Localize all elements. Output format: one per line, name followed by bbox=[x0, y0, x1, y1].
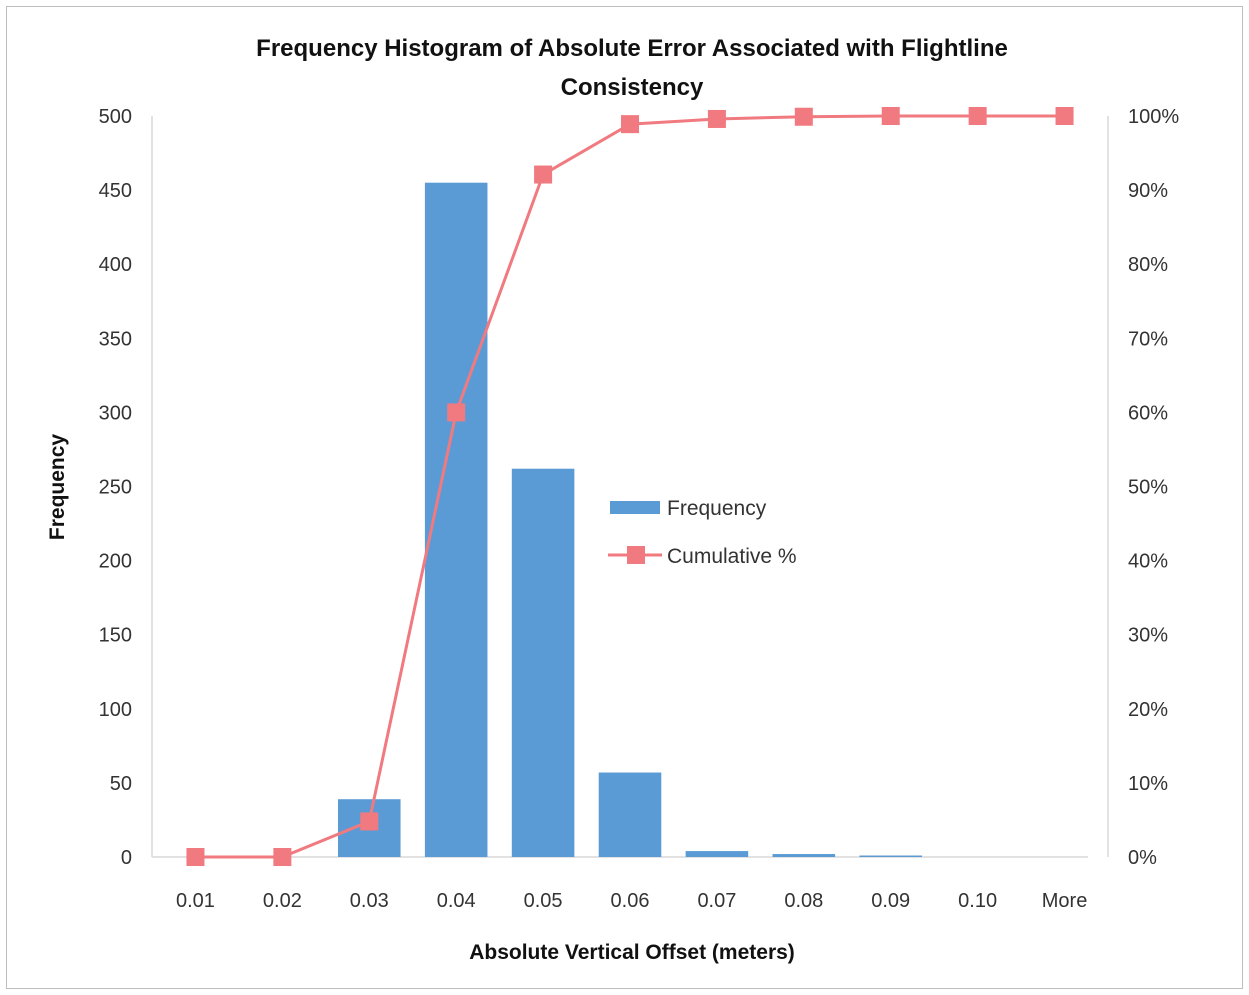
y-axis-title: Frequency bbox=[46, 434, 69, 541]
y2-tick-label: 0% bbox=[1128, 847, 1157, 869]
frequency-bar bbox=[859, 855, 923, 857]
y-tick-label: 200 bbox=[99, 551, 132, 573]
y2-tick-label: 90% bbox=[1128, 180, 1168, 202]
x-tick-label: 0.07 bbox=[697, 890, 736, 912]
y2-tick-label: 10% bbox=[1128, 773, 1168, 795]
x-tick-label: 0.09 bbox=[871, 890, 910, 912]
x-tick-label: 0.03 bbox=[350, 890, 389, 912]
x-tick-label: 0.02 bbox=[263, 890, 302, 912]
cumulative-point bbox=[881, 107, 900, 125]
x-tick-label: More bbox=[1042, 890, 1088, 912]
frequency-bar bbox=[511, 468, 575, 857]
x-tick-label: 0.05 bbox=[524, 890, 563, 912]
cumulative-line bbox=[186, 107, 1074, 866]
y2-tick-label: 60% bbox=[1128, 402, 1168, 424]
cumulative-point bbox=[968, 107, 987, 125]
y2-tick-label: 20% bbox=[1128, 699, 1168, 721]
y2-tick-label: 50% bbox=[1128, 477, 1168, 499]
cumulative-point bbox=[360, 812, 379, 831]
y2-tick-label: 100% bbox=[1128, 106, 1179, 128]
y-tick-label: 400 bbox=[99, 254, 132, 276]
y2-tick-label: 30% bbox=[1128, 625, 1168, 647]
cumulative-point bbox=[621, 115, 639, 134]
x-axis-title: Absolute Vertical Offset (meters) bbox=[469, 941, 795, 964]
y-tick-label: 300 bbox=[99, 402, 132, 424]
y-tick-label: 250 bbox=[99, 477, 132, 499]
y-tick-label: 350 bbox=[99, 328, 132, 350]
frequency-bar bbox=[772, 854, 836, 857]
x-tick-label: 0.10 bbox=[958, 890, 997, 912]
legend: Frequency Cumulative % bbox=[608, 497, 797, 568]
cumulative-point bbox=[273, 848, 292, 866]
y2-tick-label: 40% bbox=[1128, 551, 1168, 573]
y-tick-label: 0 bbox=[121, 847, 132, 869]
cumulative-point bbox=[447, 403, 466, 422]
x-axis-ticks: 0.01 0.02 0.03 0.04 0.05 0.06 0.07 0.08 0.09 0.10… bbox=[176, 890, 1087, 912]
x-tick-label: 0.08 bbox=[784, 890, 823, 912]
chart-title-line-1: Frequency Histogram of Absolute Error As… bbox=[256, 35, 1008, 62]
frequency-bar bbox=[598, 772, 662, 857]
x-tick-label: 0.06 bbox=[611, 890, 650, 912]
frequency-bars bbox=[337, 182, 923, 857]
cumulative-point bbox=[794, 107, 813, 126]
legend-label-cumulative: Cumulative % bbox=[667, 545, 797, 568]
legend-marker-cumulative bbox=[627, 546, 645, 564]
legend-swatch-frequency bbox=[610, 501, 660, 514]
frequency-bar bbox=[424, 182, 488, 857]
y-tick-label: 500 bbox=[99, 106, 132, 128]
cumulative-point bbox=[1055, 107, 1074, 125]
left-axis-ticks: 0 50 100 150 200 250 300 350 400 450 500 bbox=[99, 106, 132, 869]
axes bbox=[151, 116, 1109, 858]
cumulative-point bbox=[534, 165, 553, 184]
chart-title-line-2: Consistency bbox=[561, 74, 704, 101]
cumulative-point bbox=[707, 109, 726, 128]
x-tick-label: 0.04 bbox=[437, 890, 476, 912]
cumulative-series-line bbox=[195, 114, 1065, 859]
chart-title: Frequency Histogram of Absolute Error As… bbox=[256, 35, 1008, 101]
y-tick-label: 50 bbox=[110, 773, 132, 795]
legend-label-frequency: Frequency bbox=[667, 497, 767, 520]
y-tick-label: 100 bbox=[99, 699, 132, 721]
right-axis-ticks: 0% 10% 20% 30% 40% 50% 60% 70% 80% 90% 100% bbox=[1128, 106, 1179, 869]
cumulative-point bbox=[186, 848, 205, 866]
y2-tick-label: 80% bbox=[1128, 254, 1168, 276]
frequency-bar bbox=[685, 851, 749, 857]
y-tick-label: 450 bbox=[99, 180, 132, 202]
y2-tick-label: 70% bbox=[1128, 328, 1168, 350]
y-tick-label: 150 bbox=[99, 625, 132, 647]
x-tick-label: 0.01 bbox=[176, 890, 215, 912]
